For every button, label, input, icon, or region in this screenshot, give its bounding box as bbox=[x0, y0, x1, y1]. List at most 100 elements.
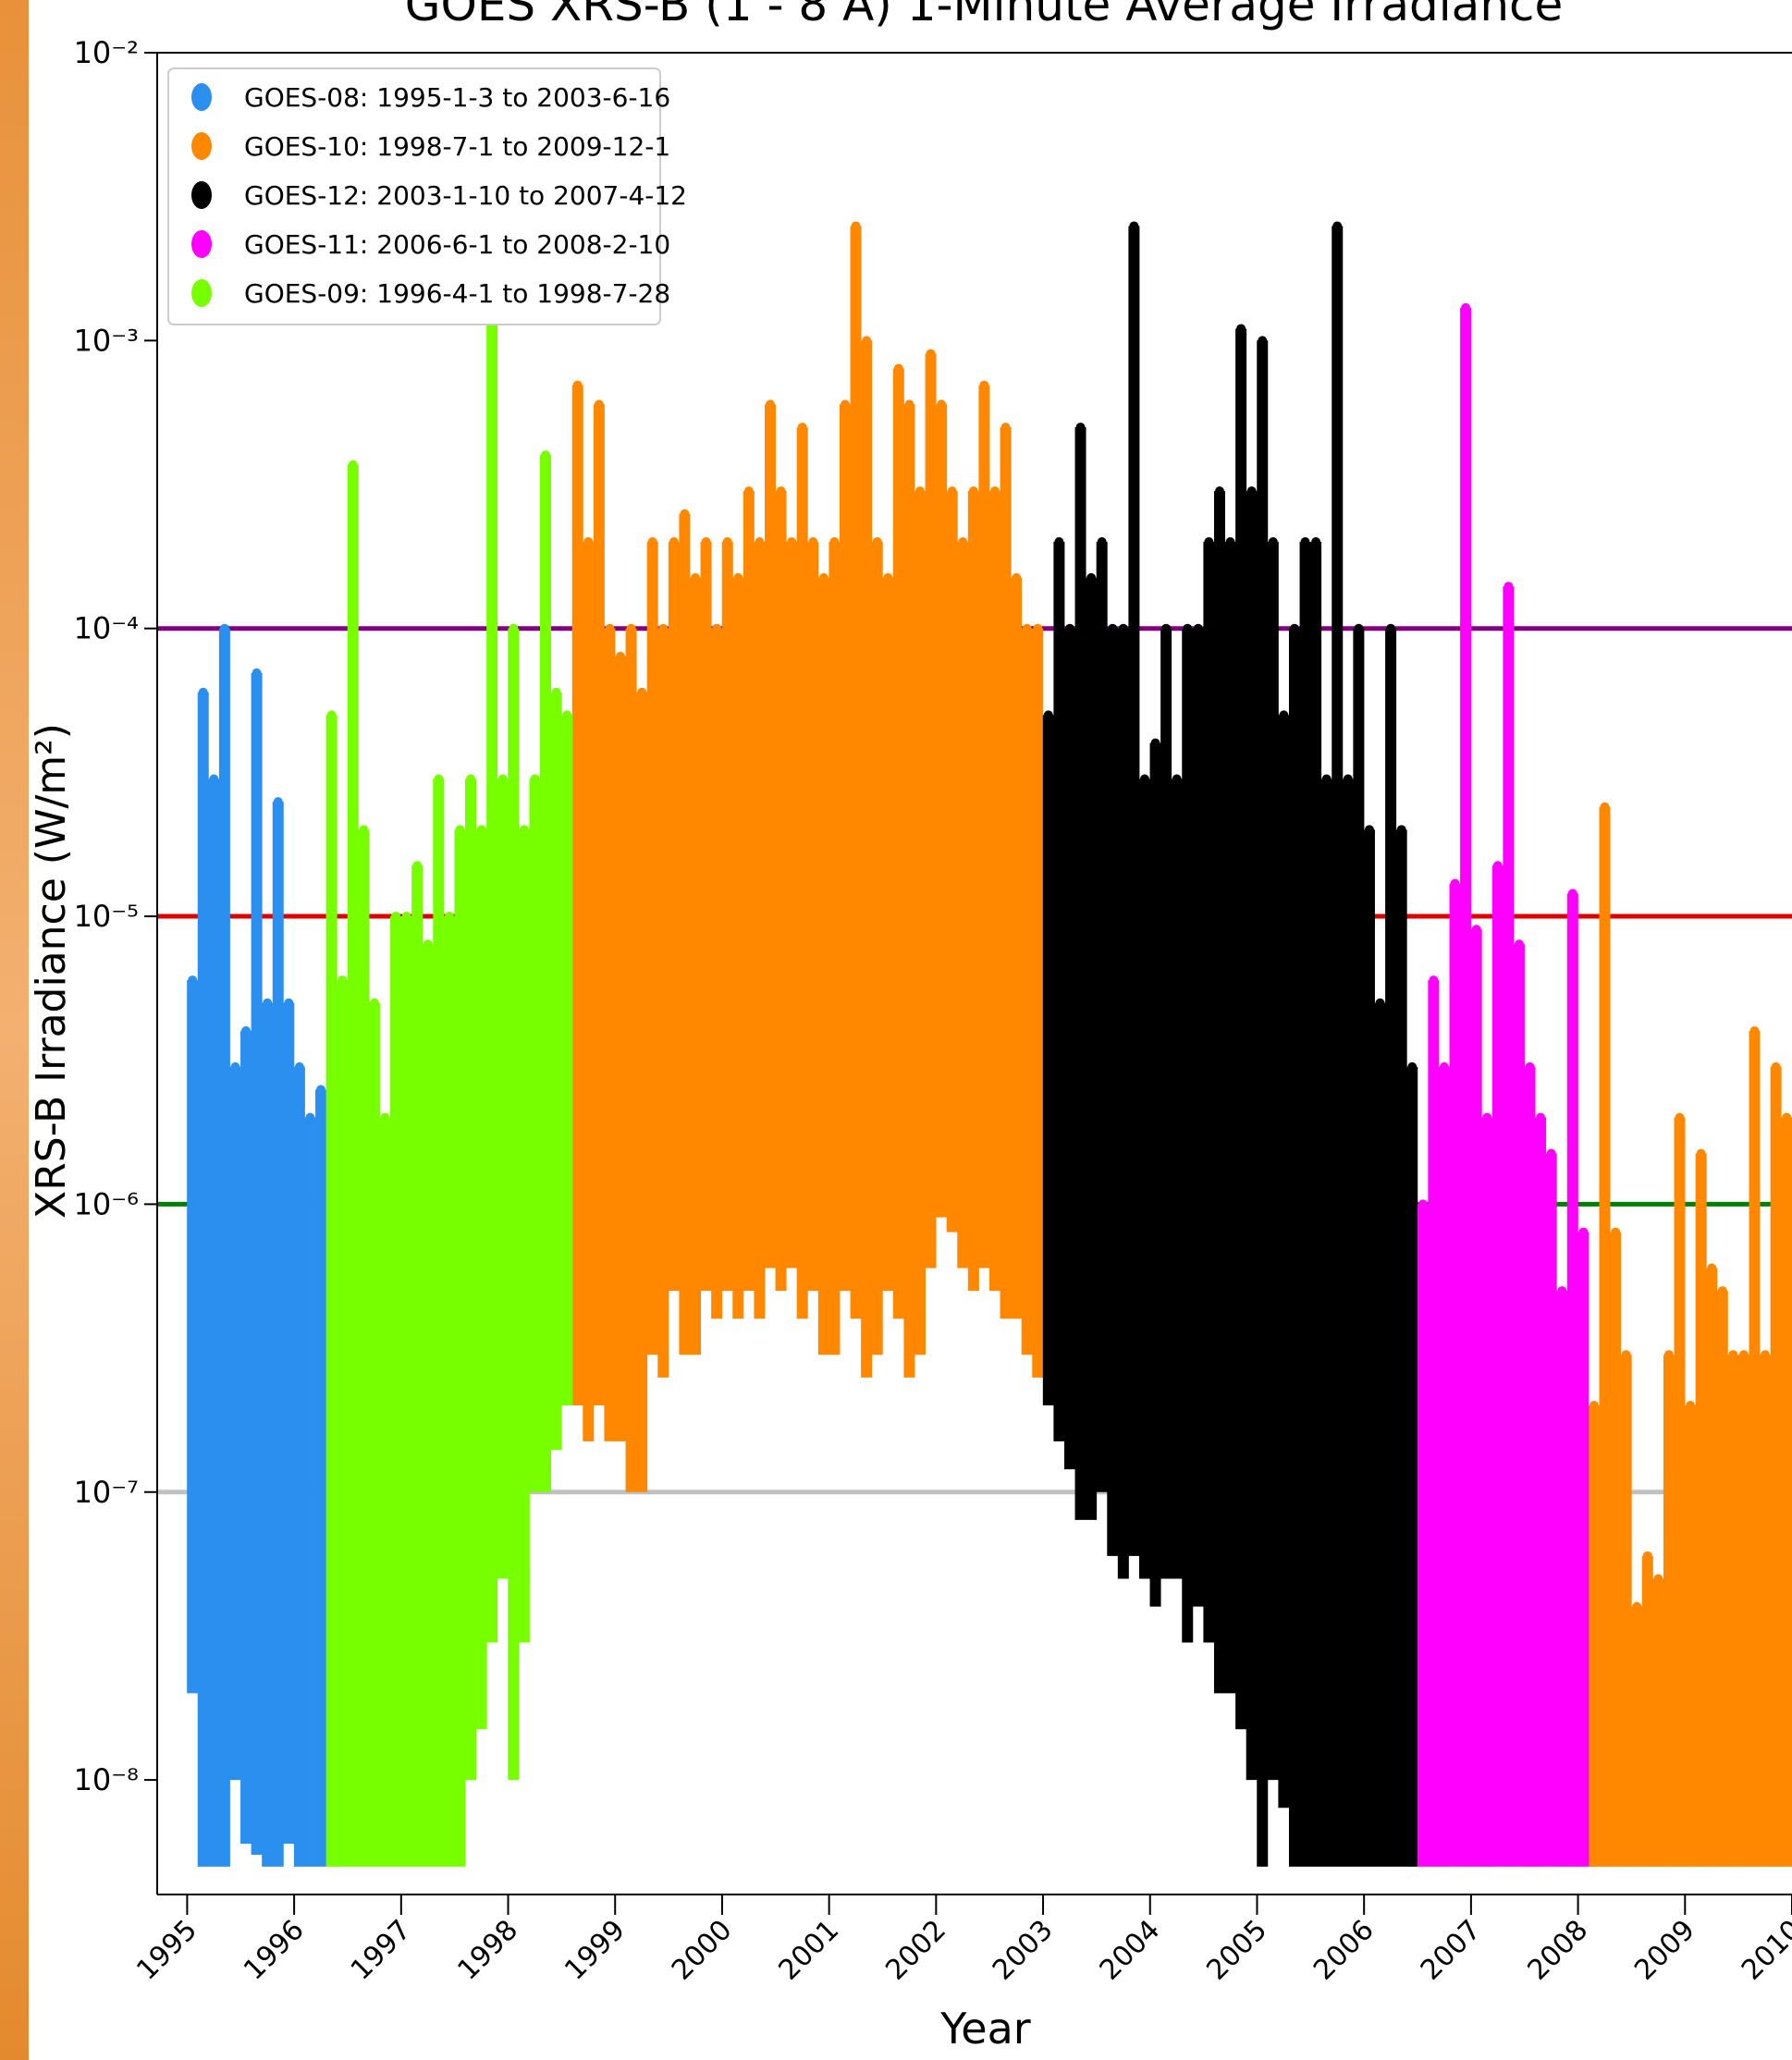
x-tick-label: 2005 bbox=[1200, 1914, 1273, 1987]
peak-point bbox=[776, 486, 786, 497]
x-tick-label: 2002 bbox=[879, 1914, 952, 1987]
legend-label: GOES-11: 2006-6-1 to 2008-2-10 bbox=[244, 229, 670, 260]
peak-point bbox=[316, 1085, 326, 1095]
peak-point bbox=[680, 509, 690, 519]
peak-point bbox=[829, 536, 840, 546]
peak-point bbox=[1268, 536, 1278, 546]
peak-point bbox=[1407, 1061, 1418, 1072]
x-tick-label: 2003 bbox=[987, 1914, 1060, 1987]
peak-point bbox=[658, 623, 669, 633]
peak-point bbox=[616, 651, 626, 661]
peak-point bbox=[423, 939, 433, 950]
peak-point bbox=[1621, 1350, 1631, 1360]
peak-point bbox=[241, 1025, 252, 1036]
peak-point bbox=[1642, 1551, 1652, 1561]
peak-point bbox=[1749, 1025, 1760, 1036]
peak-point bbox=[1129, 221, 1139, 231]
peak-point bbox=[862, 336, 872, 346]
peak-point bbox=[787, 536, 797, 546]
peak-point bbox=[1675, 1112, 1685, 1122]
peak-point bbox=[1064, 623, 1074, 633]
peak-point bbox=[572, 380, 583, 390]
peak-point bbox=[808, 536, 818, 546]
x-tick-label: 2004 bbox=[1094, 1914, 1167, 1987]
peak-point bbox=[926, 349, 936, 359]
y-tick-label: 10⁻³ bbox=[74, 323, 139, 358]
peak-point bbox=[1686, 1401, 1696, 1411]
peak-point bbox=[1289, 623, 1299, 633]
peak-point bbox=[209, 774, 219, 784]
peak-point bbox=[1482, 1112, 1492, 1122]
peak-point bbox=[1279, 710, 1289, 720]
plot-area bbox=[157, 221, 1792, 1867]
peak-point bbox=[284, 998, 294, 1008]
peak-point bbox=[497, 774, 508, 784]
peak-point bbox=[647, 536, 657, 546]
peak-point bbox=[583, 536, 594, 546]
peak-point bbox=[883, 572, 893, 582]
peak-point bbox=[1450, 878, 1460, 889]
background-strip bbox=[0, 0, 29, 2060]
peak-point bbox=[476, 825, 486, 835]
peak-point bbox=[851, 221, 861, 231]
peak-point bbox=[1536, 1112, 1546, 1122]
peak-point bbox=[551, 687, 561, 697]
peak-point bbox=[198, 687, 208, 697]
peak-point bbox=[733, 572, 743, 582]
peak-point bbox=[1161, 623, 1172, 633]
peak-point bbox=[1557, 1286, 1567, 1296]
y-tick-label: 10⁻⁵ bbox=[74, 899, 139, 934]
peak-point bbox=[766, 399, 775, 410]
peak-point bbox=[1022, 623, 1032, 633]
peak-point bbox=[1717, 1286, 1727, 1296]
peak-point bbox=[1471, 925, 1481, 935]
peak-point bbox=[605, 623, 615, 633]
peak-point bbox=[937, 399, 947, 410]
peak-point bbox=[1632, 1601, 1642, 1612]
legend: GOES-08: 1995-1-3 to 2003-6-16 GOES-10: 1… bbox=[167, 67, 687, 325]
peak-point bbox=[840, 399, 850, 410]
peak-point bbox=[509, 623, 519, 633]
series bbox=[1042, 221, 1418, 1867]
peak-point bbox=[391, 912, 401, 922]
peak-point bbox=[1354, 623, 1364, 633]
series bbox=[571, 221, 1792, 1867]
peak-point bbox=[541, 450, 551, 460]
peak-point bbox=[348, 460, 358, 470]
peak-point bbox=[1782, 1112, 1792, 1122]
peak-point bbox=[1214, 486, 1224, 497]
peak-point bbox=[626, 623, 636, 633]
x-tick-label: 2009 bbox=[1628, 1914, 1701, 1987]
peak-point bbox=[1504, 582, 1514, 592]
x-tick-label: 2001 bbox=[773, 1914, 846, 1987]
peak-point bbox=[1086, 572, 1097, 582]
peak-point bbox=[1258, 336, 1268, 346]
x-tick-label: 1998 bbox=[451, 1914, 524, 1987]
x-tick-label: 1997 bbox=[345, 1914, 418, 1987]
legend-marker bbox=[191, 132, 212, 160]
peak-point bbox=[1075, 423, 1086, 433]
peak-point bbox=[914, 486, 925, 497]
peak-point bbox=[1343, 774, 1353, 784]
peak-point bbox=[1193, 623, 1203, 633]
peak-point bbox=[252, 668, 262, 678]
peak-point bbox=[1118, 623, 1128, 633]
legend-label: GOES-08: 1995-1-3 to 2003-6-16 bbox=[244, 82, 670, 113]
peak-point bbox=[1097, 536, 1107, 546]
peak-point bbox=[1611, 1227, 1621, 1237]
peak-point bbox=[1108, 623, 1118, 633]
x-tick-label: 1995 bbox=[130, 1914, 203, 1987]
peak-point bbox=[1386, 623, 1396, 633]
peak-point bbox=[797, 423, 807, 433]
peak-point bbox=[722, 536, 732, 546]
peak-point bbox=[872, 536, 882, 546]
peak-point bbox=[326, 710, 337, 720]
y-tick-label: 10⁻⁴ bbox=[74, 611, 139, 646]
legend-label: GOES-09: 1996-4-1 to 1998-7-28 bbox=[244, 278, 670, 309]
peak-point bbox=[1311, 536, 1321, 546]
legend-marker bbox=[191, 181, 212, 209]
peak-point bbox=[1183, 623, 1193, 633]
peak-point bbox=[947, 486, 957, 497]
legend-marker bbox=[191, 279, 212, 307]
peak-point bbox=[1738, 1350, 1749, 1360]
